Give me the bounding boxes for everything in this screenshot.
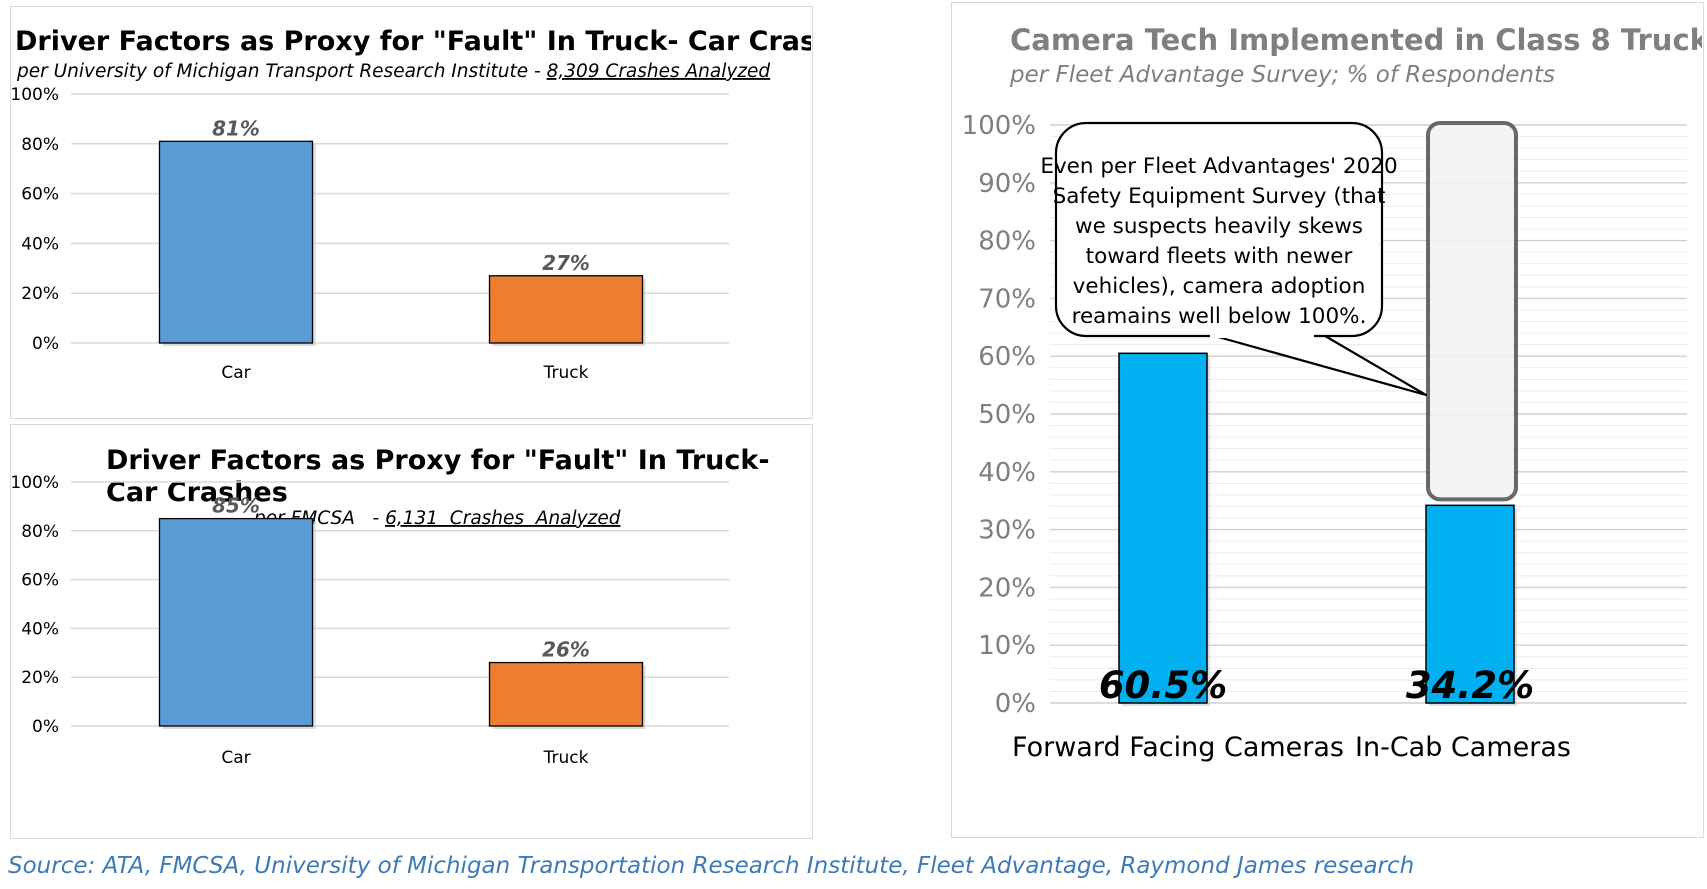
fmcsa-x-axis: Car Truck (221, 748, 588, 768)
fmcsa-bar-car (158, 517, 314, 727)
fmcsa-y-tick-label: 0% (32, 717, 59, 737)
fmcsa-y-tick-label: 20% (21, 668, 59, 688)
callout-text-line: vehicles), camera adoption (1073, 274, 1366, 299)
camera-chart-subtitle: per Fleet Advantage Survey; % of Respond… (1009, 62, 1555, 88)
fmcsa-chart: Driver Factors as Proxy for "Fault" In T… (10, 445, 770, 768)
camera-tech-chart-panel: Camera Tech Implemented in Class 8 Truck… (951, 2, 1707, 838)
fmcsa-chart-title-line1: Driver Factors as Proxy for "Fault" In T… (106, 445, 770, 476)
fmcsa-data-label: 85% (212, 494, 260, 518)
camera-x-tick-label: In-Cab Cameras (1355, 732, 1571, 763)
umtri-y-tick-label: 100% (11, 85, 59, 105)
camera-y-tick-label: 20% (978, 573, 1036, 603)
source-note: Source: ATA, FMCSA, University of Michig… (8, 853, 1415, 879)
callout-text-line: reamains well below 100%. (1072, 304, 1367, 329)
camera-y-tick-label: 80% (978, 227, 1036, 257)
callout-pointer-join (1210, 330, 1314, 338)
camera-data-label: 60.5% (1099, 664, 1227, 707)
fmcsa-bars: 85% 26% (158, 494, 646, 729)
camera-y-tick-label: 0% (995, 689, 1036, 719)
umtri-x-tick-label: Truck (543, 363, 589, 383)
umtri-chart-subtitle: per University of Michigan Transport Res… (16, 61, 770, 82)
umtri-x-tick-label: Car (221, 363, 250, 383)
fmcsa-y-tick-label: 60% (21, 571, 59, 591)
camera-bar-forward-facing (1118, 352, 1208, 704)
camera-y-tick-label: 90% (978, 169, 1036, 199)
umtri-y-tick-label: 60% (21, 185, 59, 205)
umtri-chart-title: Driver Factors as Proxy for "Fault" In T… (15, 26, 811, 57)
camera-bar-in-cab (1425, 504, 1515, 704)
camera-y-tick-label: 100% (962, 111, 1036, 141)
umtri-chart: Driver Factors as Proxy for "Fault" In T… (10, 26, 869, 383)
fmcsa-bar-truck (488, 661, 644, 727)
camera-data-label: 34.2% (1406, 664, 1534, 707)
fmcsa-x-tick-label: Car (221, 748, 250, 768)
camera-y-tick-label: 10% (978, 631, 1036, 661)
camera-tech-chart: Camera Tech Implemented in Class 8 Truck… (962, 23, 1707, 763)
umtri-y-tick-label: 20% (21, 284, 59, 304)
callout-text-line: Even per Fleet Advantages' 2020 (1040, 154, 1397, 179)
callout-text-line: we suspects heavily skews (1075, 214, 1363, 239)
fmcsa-data-label: 26% (542, 638, 590, 662)
umtri-data-label: 81% (212, 116, 260, 140)
fmcsa-y-tick-label: 100% (11, 473, 59, 493)
fmcsa-y-axis: 0% 20% 40% 60% 80% 100% (10, 473, 59, 737)
callout-text-line: Safety Equipment Survey (that (1053, 184, 1386, 209)
fmcsa-subtitle-crash-count: 6,131 Crashes Analyzed (385, 508, 621, 529)
fmcsa-x-tick-label: Truck (543, 748, 589, 768)
camera-y-tick-label: 30% (978, 516, 1036, 546)
camera-y-tick-label: 40% (978, 458, 1036, 488)
camera-chart-title: Camera Tech Implemented in Class 8 Truck… (1010, 23, 1702, 57)
camera-data-labels: 60.5% 34.2% (1099, 664, 1534, 707)
umtri-bar-truck (488, 275, 644, 344)
callout-pointer (1202, 331, 1428, 397)
umtri-bar-car (158, 140, 314, 344)
umtri-y-tick-label: 80% (21, 135, 59, 155)
camera-y-tick-label: 60% (978, 342, 1036, 372)
umtri-x-axis: Car Truck (221, 363, 588, 383)
camera-y-tick-label: 70% (978, 284, 1036, 314)
camera-bars (1118, 121, 1518, 706)
camera-x-tick-label: Forward Facing Cameras (1012, 732, 1344, 763)
fmcsa-y-tick-label: 40% (21, 619, 59, 639)
umtri-subtitle-prefix: per University of Michigan Transport Res… (16, 61, 547, 82)
camera-gap-to-100-outline (1426, 121, 1518, 502)
umtri-y-axis: 0% 20% 40% 60% 80% 100% (10, 85, 59, 354)
umtri-chart-panel: Driver Factors as Proxy for "Fault" In T… (10, 6, 870, 419)
camera-callout: Even per Fleet Advantages' 2020 Safety Eq… (1040, 121, 1428, 397)
fmcsa-chart-panel: Driver Factors as Proxy for "Fault" In T… (10, 424, 813, 839)
camera-x-axis: Forward Facing Cameras In-Cab Cameras (1012, 732, 1571, 763)
fmcsa-y-tick-label: 80% (21, 522, 59, 542)
camera-y-tick-label: 50% (978, 400, 1036, 430)
camera-y-axis: 0% 10% 20% 30% 40% 50% 60% 70% 80% 90% 100% (962, 111, 1036, 719)
umtri-subtitle-crash-count: 8,309 Crashes Analyzed (547, 61, 771, 82)
umtri-y-tick-label: 0% (32, 334, 59, 354)
callout-text-line: toward fleets with newer (1086, 244, 1353, 269)
umtri-data-label: 27% (542, 251, 590, 275)
umtri-y-tick-label: 40% (21, 234, 59, 254)
umtri-bars: 81% 27% (158, 116, 646, 346)
